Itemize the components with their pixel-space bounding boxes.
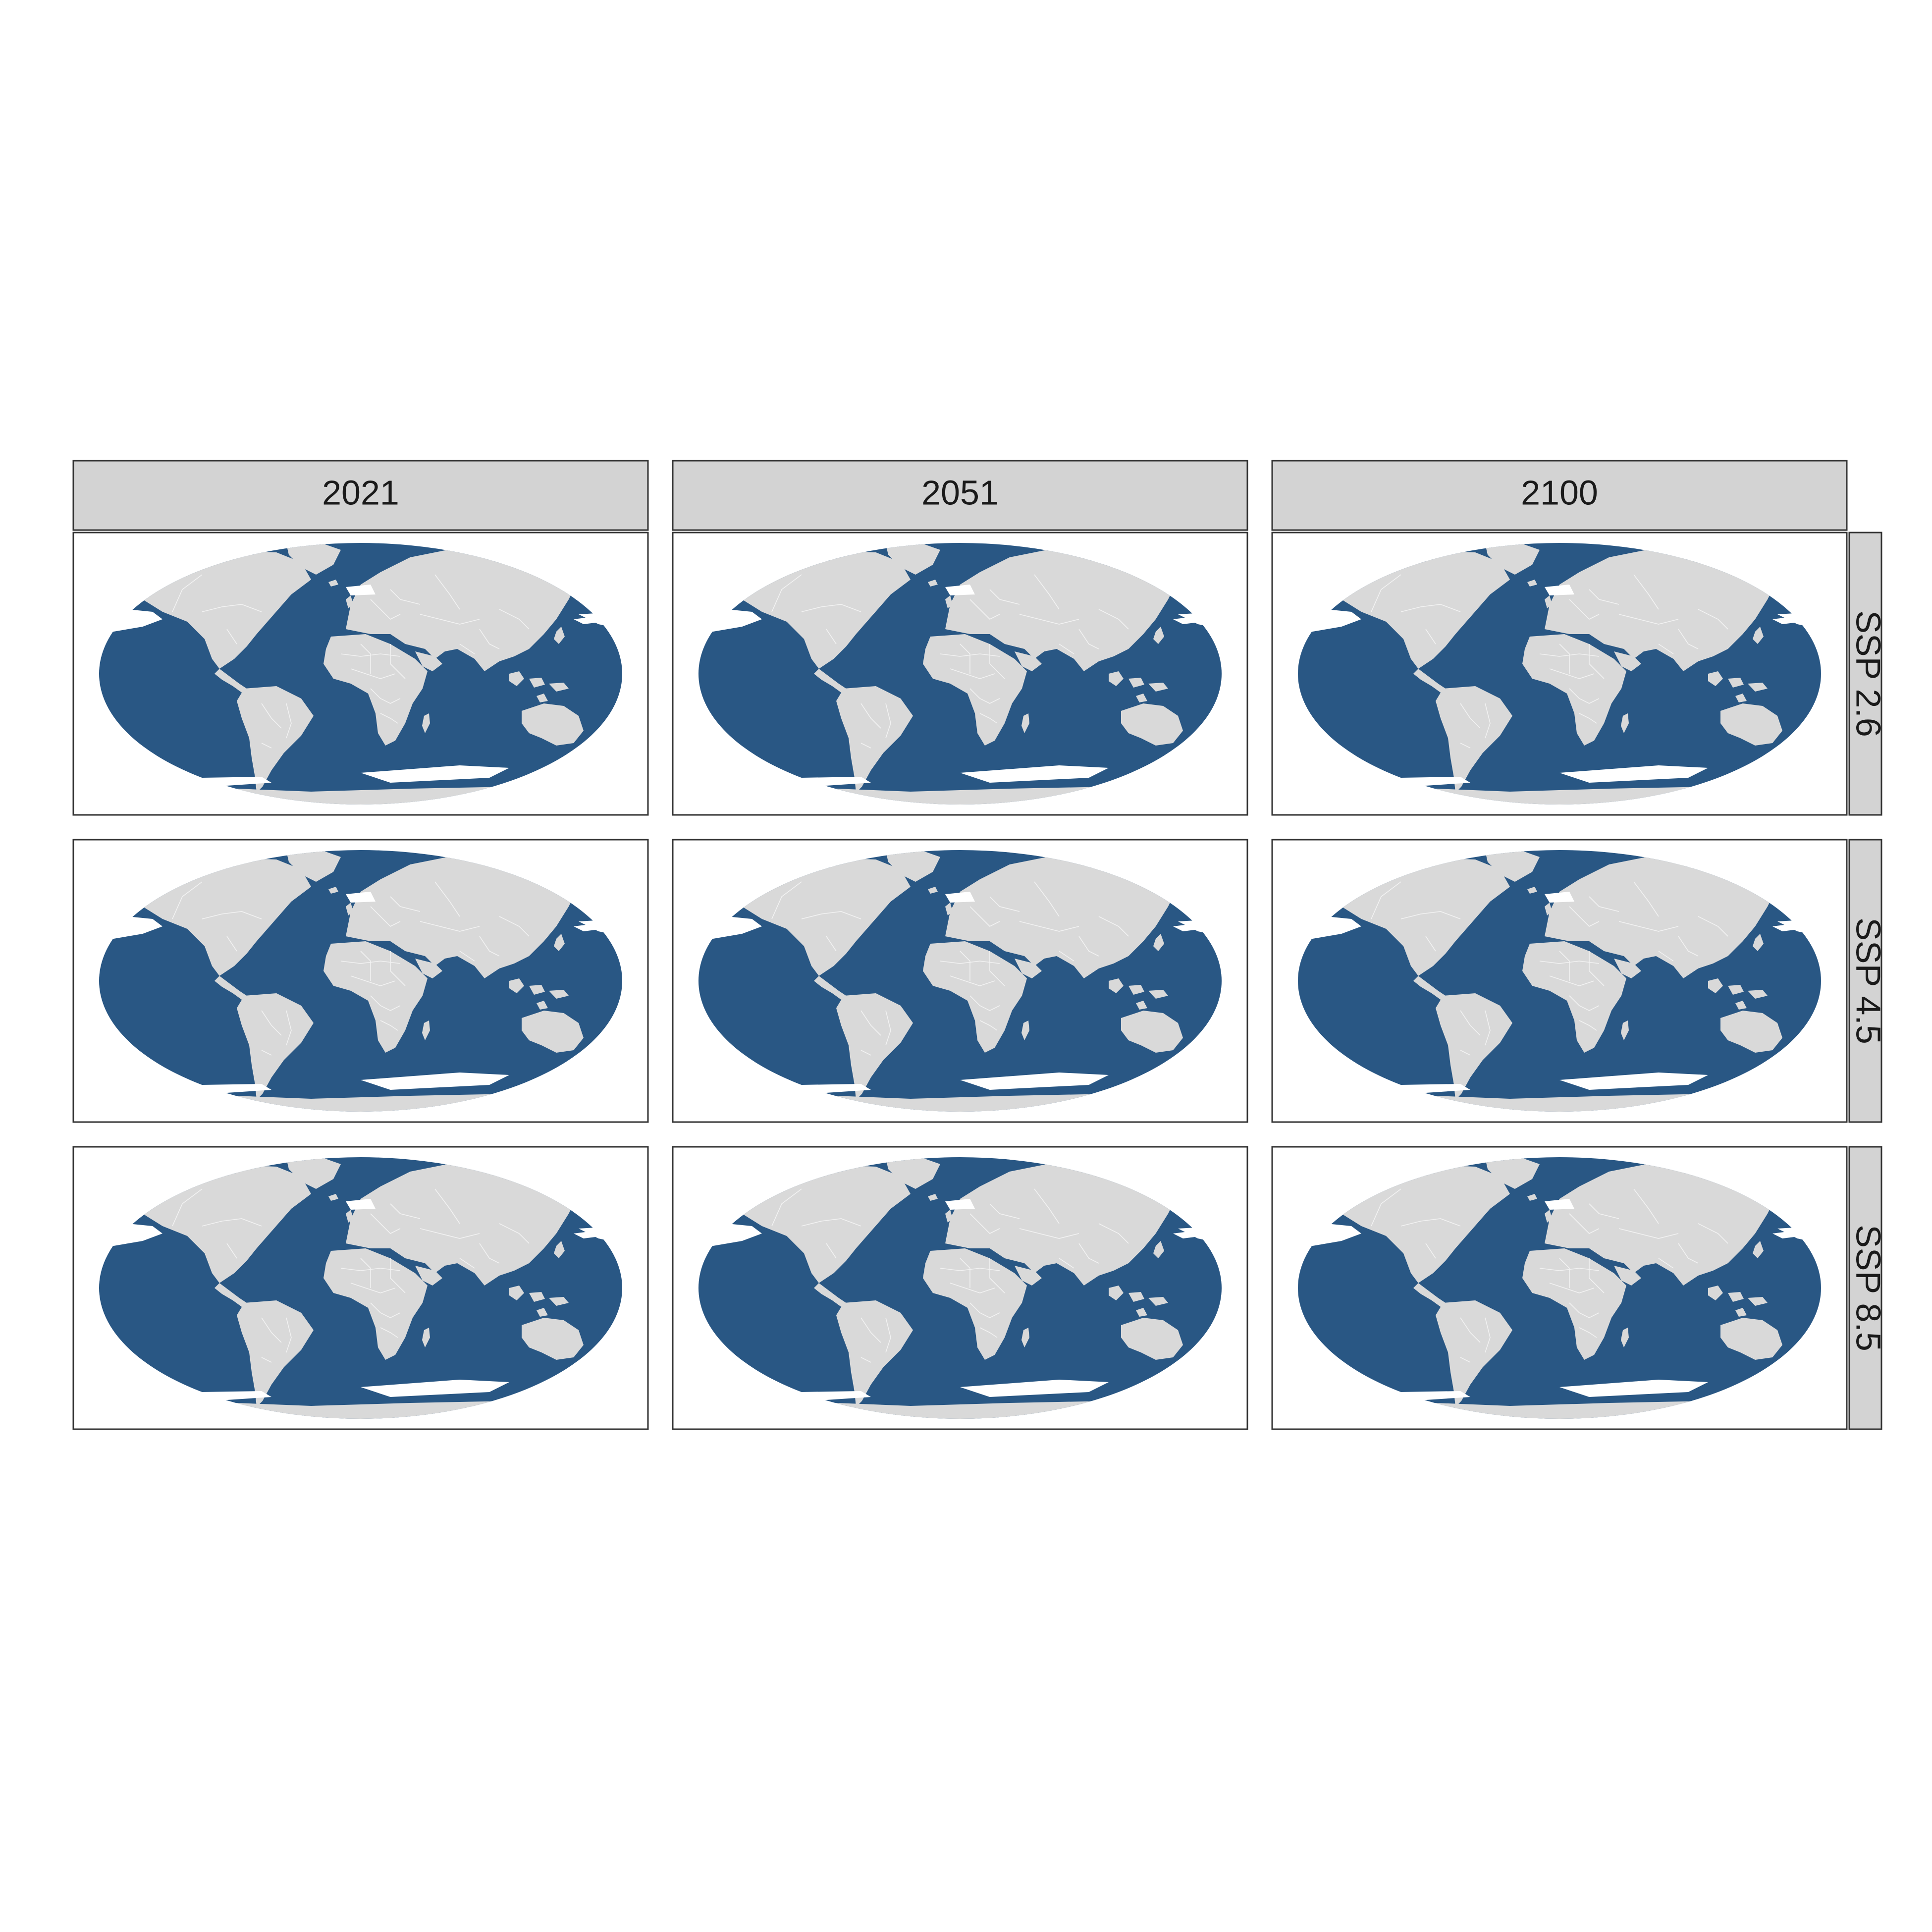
column-strip-2100: 2100 <box>1271 460 1848 531</box>
map-panel-2021-ssp-4-5 <box>72 839 649 1123</box>
row-label-ssp-4-5: SSP 4.5 <box>1849 917 1888 1044</box>
row-strip-ssp-8-5: SSP 8.5 <box>1848 1146 1888 1430</box>
column-strips: 2021 2051 2100 <box>72 460 1848 531</box>
column-strip-2021: 2021 <box>72 460 649 531</box>
row-label-ssp-2-6: SSP 2.6 <box>1849 610 1888 737</box>
row-strip-ssp-4-5: SSP 4.5 <box>1848 839 1888 1123</box>
map-panel-2021-ssp-8-5 <box>72 1146 649 1430</box>
column-label-2021: 2021 <box>322 473 399 512</box>
map-panels <box>72 532 1848 1430</box>
map-panel-2051-ssp-8-5 <box>672 1146 1248 1430</box>
row-strip-ssp-2-6: SSP 2.6 <box>1848 532 1888 816</box>
map-panel-2051-ssp-2-6 <box>672 532 1248 816</box>
map-panel-2051-ssp-4-5 <box>672 839 1248 1123</box>
map-panel-2021-ssp-2-6 <box>72 532 649 816</box>
map-panel-2100-ssp-2-6 <box>1271 532 1848 816</box>
column-label-2051: 2051 <box>921 473 999 512</box>
map-panel-2100-ssp-4-5 <box>1271 839 1848 1123</box>
row-strips: SSP 2.6 SSP 4.5 SSP 8.5 <box>1848 532 1888 1430</box>
column-strip-2051: 2051 <box>672 460 1248 531</box>
row-label-ssp-8-5: SSP 8.5 <box>1849 1225 1888 1351</box>
column-label-2100: 2100 <box>1521 473 1598 512</box>
map-panel-2100-ssp-8-5 <box>1271 1146 1848 1430</box>
